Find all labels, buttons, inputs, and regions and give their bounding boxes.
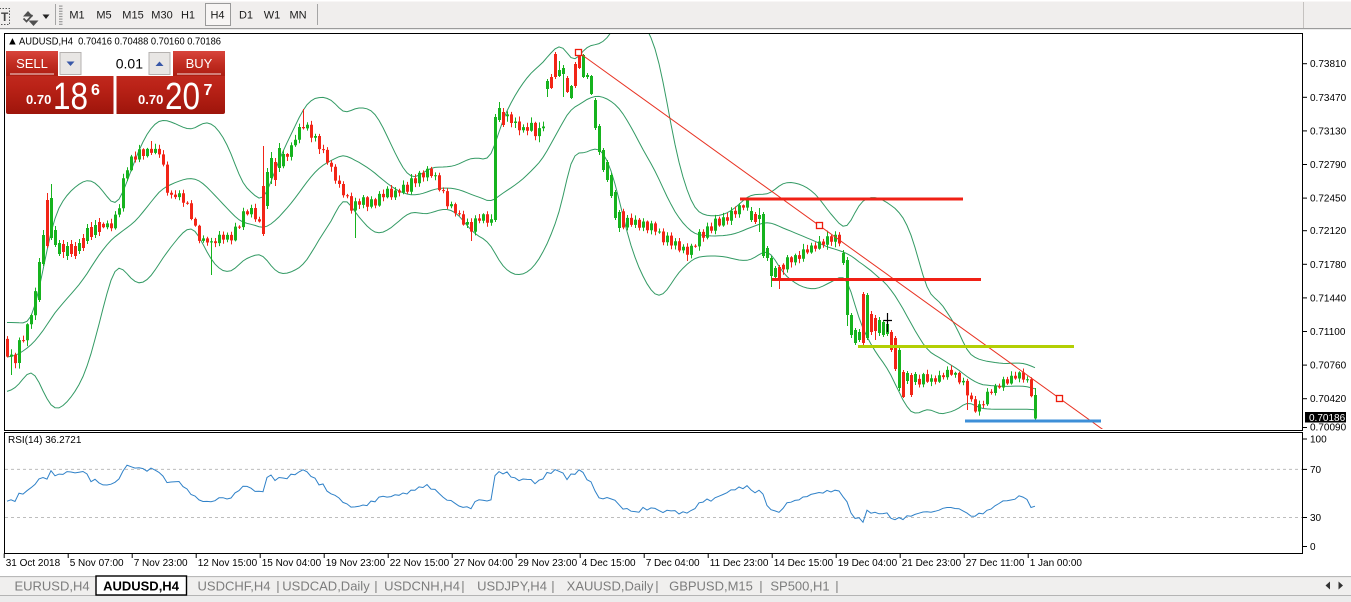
svg-text:0: 0 [1310,542,1316,553]
svg-text:22 Nov 15:00: 22 Nov 15:00 [390,558,450,569]
svg-text:USDCAD,Daily: USDCAD,Daily [282,579,370,594]
svg-text:EURUSD,H4: EURUSD,H4 [14,579,89,594]
svg-text:0.70: 0.70 [26,92,51,107]
svg-text:M5: M5 [96,10,111,22]
svg-text:GBPUSD,M15: GBPUSD,M15 [669,579,753,594]
svg-text:0.73470: 0.73470 [1310,93,1347,104]
svg-text:1 Jan 00:00: 1 Jan 00:00 [1030,558,1083,569]
svg-text:USDCNH,H4: USDCNH,H4 [384,579,460,594]
svg-text:|: | [461,579,464,594]
svg-text:|: | [835,579,838,594]
svg-text:15 Nov 04:00: 15 Nov 04:00 [262,558,322,569]
svg-text:0.71780: 0.71780 [1310,260,1347,271]
svg-text:W1: W1 [264,10,281,22]
svg-text:M1: M1 [69,10,84,22]
svg-text:H1: H1 [181,10,195,22]
svg-text:29 Nov 23:00: 29 Nov 23:00 [518,558,578,569]
svg-text:0.01: 0.01 [116,56,143,72]
svg-text:0.70186: 0.70186 [1309,413,1346,424]
svg-text:BUY: BUY [186,56,213,71]
svg-text:H4: H4 [210,10,224,22]
svg-text:11 Dec 23:00: 11 Dec 23:00 [710,558,769,569]
svg-text:D1: D1 [239,10,253,22]
svg-text:5 Nov 07:00: 5 Nov 07:00 [70,558,124,569]
svg-text:0.70760: 0.70760 [1310,361,1347,372]
svg-text:T: T [1,10,9,24]
svg-text:|: | [655,579,658,594]
svg-text:USDCHF,H4: USDCHF,H4 [198,579,271,594]
svg-text:21 Dec 23:00: 21 Dec 23:00 [902,558,962,569]
svg-text:|: | [374,579,377,594]
svg-text:XAUUSD,Daily: XAUUSD,Daily [567,579,654,594]
svg-text:19 Nov 23:00: 19 Nov 23:00 [326,558,386,569]
svg-text:0.72450: 0.72450 [1310,194,1347,205]
svg-text:0.72120: 0.72120 [1310,226,1347,237]
svg-text:70: 70 [1310,465,1322,476]
svg-text:19 Dec 04:00: 19 Dec 04:00 [838,558,898,569]
svg-text:27 Nov 04:00: 27 Nov 04:00 [454,558,514,569]
svg-text:20: 20 [165,76,200,118]
svg-text:14 Dec 15:00: 14 Dec 15:00 [774,558,834,569]
svg-text:0.70: 0.70 [138,92,163,107]
svg-text:M30: M30 [151,10,172,22]
svg-text:0.73130: 0.73130 [1310,126,1347,137]
svg-text:AUDUSD,H4: AUDUSD,H4 [103,579,180,594]
svg-text:12 Nov 15:00: 12 Nov 15:00 [198,558,258,569]
svg-text:AUDUSD,H4 0.70416 0.70488 0.7: AUDUSD,H4 0.70416 0.70488 0.70160 0.7018… [19,37,221,48]
svg-text:18: 18 [53,76,88,118]
svg-text:4 Dec 15:00: 4 Dec 15:00 [582,558,636,569]
svg-text:0.73810: 0.73810 [1310,59,1347,70]
svg-text:▲: ▲ [7,36,18,48]
svg-text:0.70420: 0.70420 [1310,394,1347,405]
svg-text:0.70090: 0.70090 [1310,423,1347,434]
svg-text:0.71440: 0.71440 [1310,293,1347,304]
svg-text:0.72790: 0.72790 [1310,160,1347,171]
svg-text:MN: MN [289,10,306,22]
svg-text:M15: M15 [122,10,143,22]
svg-text:27 Dec 11:00: 27 Dec 11:00 [966,558,1025,569]
svg-text:USDJPY,H4: USDJPY,H4 [477,579,547,594]
svg-text:SELL: SELL [16,56,48,71]
svg-text:31 Oct 2018: 31 Oct 2018 [6,558,61,569]
svg-text:7 Dec 04:00: 7 Dec 04:00 [646,558,700,569]
svg-text:SP500,H1: SP500,H1 [770,579,829,594]
svg-text:|: | [551,579,554,594]
svg-text:100: 100 [1310,435,1327,446]
svg-text:|: | [759,579,762,594]
svg-text:7 Nov 23:00: 7 Nov 23:00 [134,558,188,569]
svg-text:30: 30 [1310,513,1322,524]
svg-text:RSI(14) 36.2721: RSI(14) 36.2721 [8,435,82,446]
svg-text:6: 6 [91,82,100,99]
svg-text:7: 7 [204,82,213,99]
svg-text:0.71100: 0.71100 [1310,327,1346,338]
svg-text:|: | [276,579,279,594]
